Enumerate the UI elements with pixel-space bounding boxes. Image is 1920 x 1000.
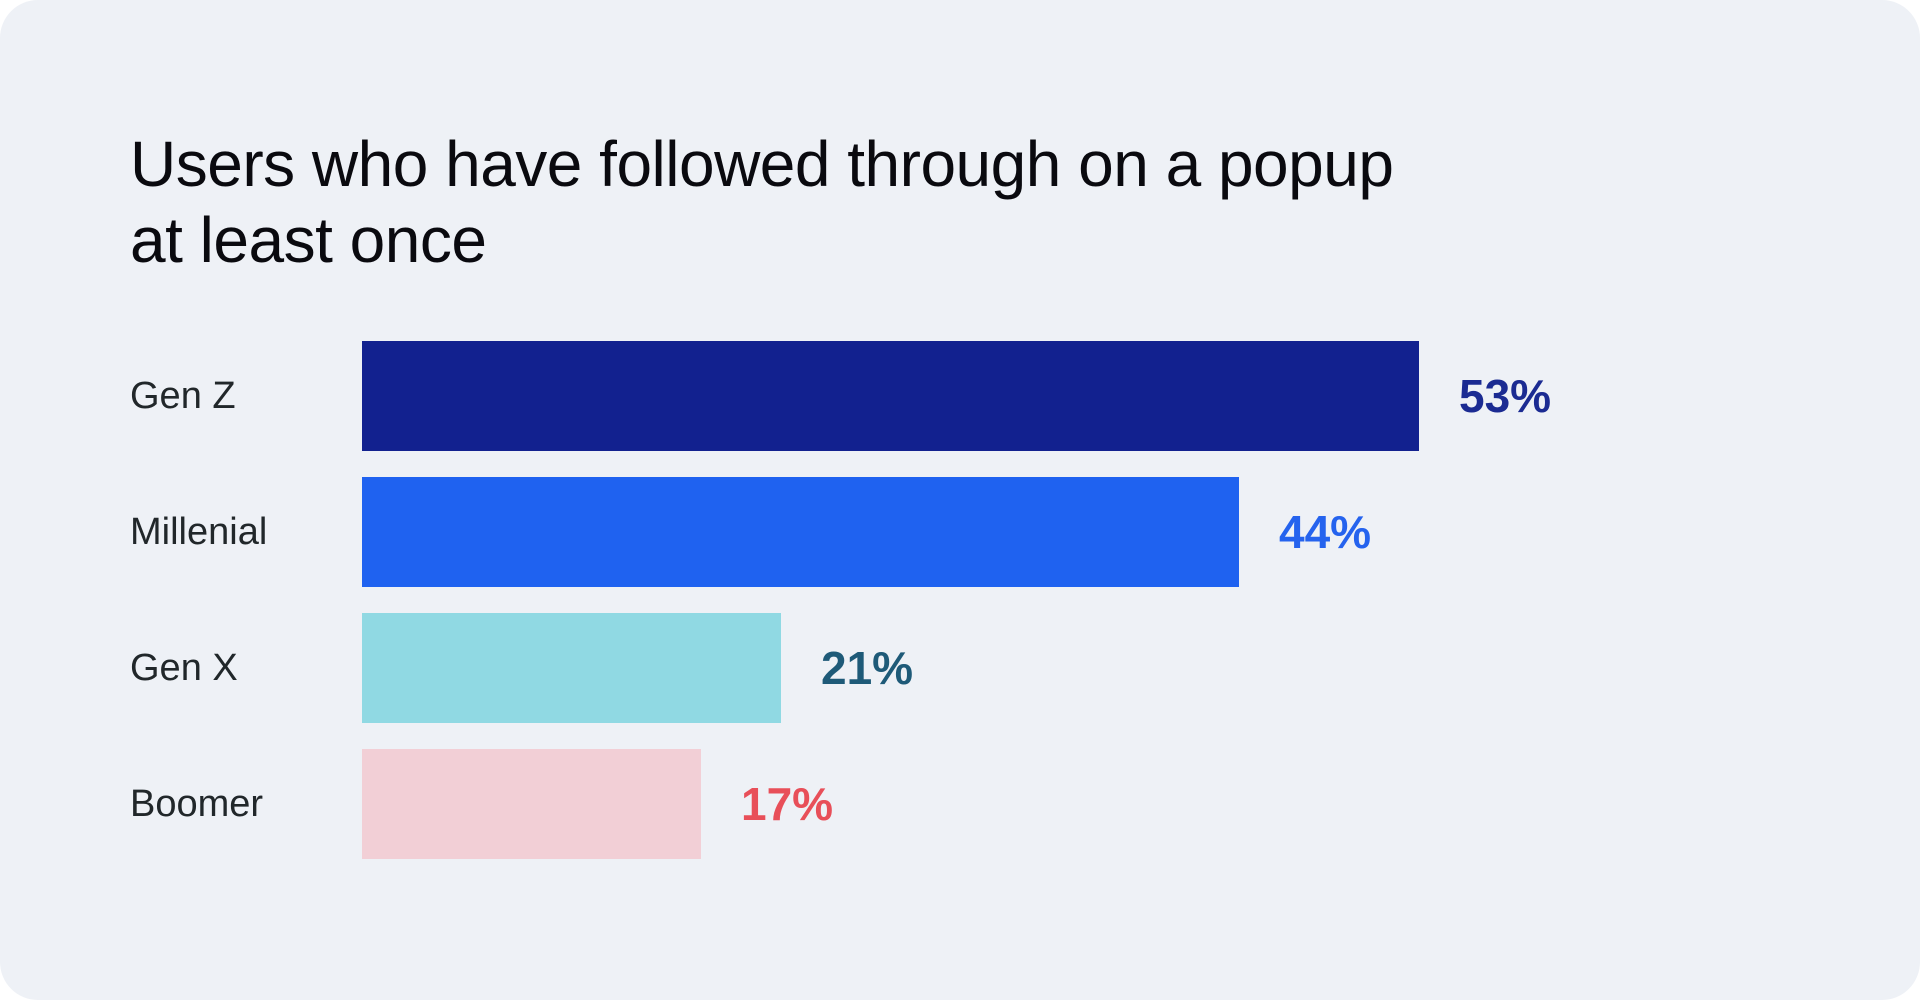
bar: [362, 749, 701, 859]
bar-chart: Gen Z 53% Millenial 44% Gen X 21% Boomer 17%: [130, 341, 1551, 885]
bar: [362, 477, 1239, 587]
category-label: Boomer: [130, 782, 264, 825]
value-label: 17%: [741, 778, 834, 830]
chart-row: Gen X 21%: [130, 613, 1551, 723]
chart-title-line-2: at least once: [130, 204, 487, 276]
value-label: 53%: [1459, 370, 1552, 422]
category-label: Gen X: [130, 646, 238, 689]
value-label: 44%: [1279, 506, 1372, 558]
value-label: 21%: [821, 642, 914, 694]
category-label: Gen Z: [130, 374, 236, 417]
bar: [362, 341, 1419, 451]
bar: [362, 613, 781, 723]
category-label: Millenial: [130, 510, 268, 553]
chart-row: Gen Z 53%: [130, 341, 1551, 451]
chart-row: Millenial 44%: [130, 477, 1551, 587]
chart-title-line-1: Users who have followed through on a pop…: [130, 128, 1394, 200]
chart-row: Boomer 17%: [130, 749, 1551, 859]
chart-title: Users who have followed through on a pop…: [130, 126, 1394, 278]
